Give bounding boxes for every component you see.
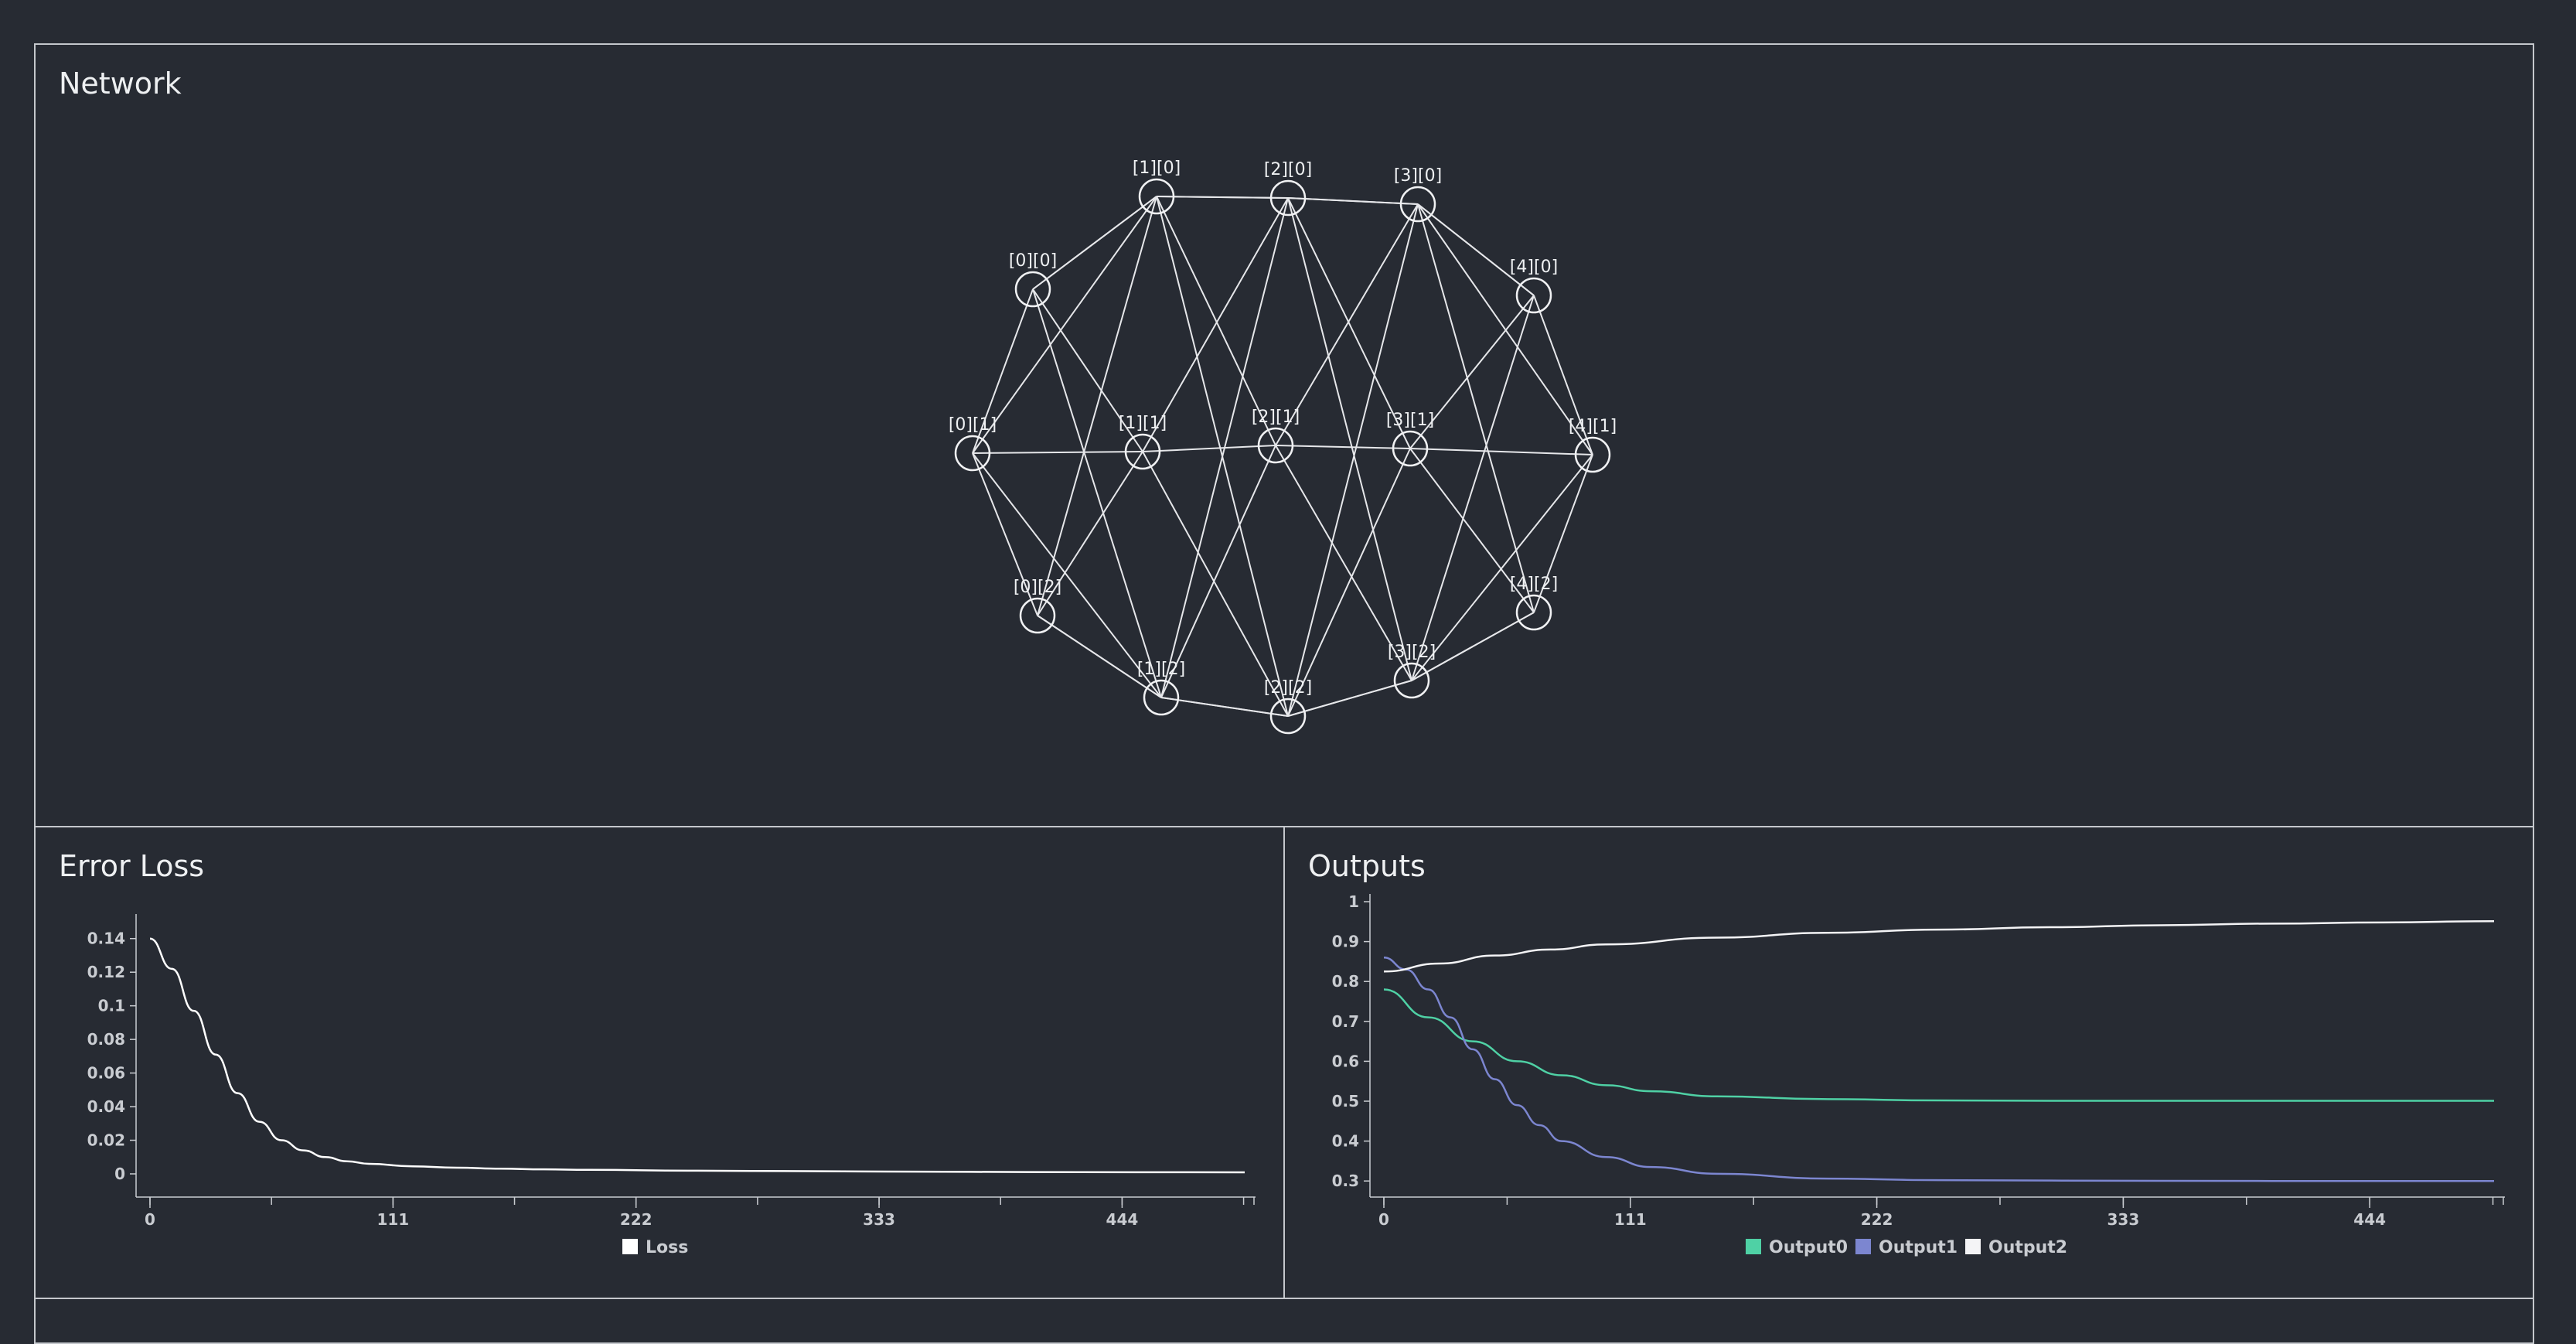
node-label: [0][0] [1009, 251, 1057, 271]
x-tick-label: 0 [1378, 1210, 1389, 1229]
legend-label: Loss [646, 1238, 688, 1257]
edge [973, 453, 1161, 698]
node-label: [4][1] [1569, 417, 1617, 436]
x-tick-label: 333 [2107, 1210, 2140, 1229]
y-tick-label: 0.6 [1332, 1052, 1359, 1070]
edge [1033, 289, 1161, 698]
edge [1157, 196, 1288, 198]
x-tick-label: 222 [620, 1210, 653, 1229]
y-tick-label: 1 [1348, 892, 1359, 911]
y-tick-label: 0.04 [87, 1097, 125, 1116]
network-edges [973, 196, 1593, 716]
series-line-output2 [1384, 921, 2494, 971]
edge [1033, 196, 1157, 289]
node-label: [1][0] [1133, 159, 1181, 178]
loss-panel: Error Loss 0 0.02 0.04 0.06 0.08 0.1 0.12 0.14 0… [34, 826, 1285, 1299]
y-tick-label: 0.14 [87, 930, 125, 948]
network-panel: Network [0][0] [0][1] [0][2] [1][0] [1][1] [1… [34, 43, 2534, 827]
edge [1410, 449, 1593, 455]
x-tick-label: 111 [377, 1210, 409, 1229]
edge [1161, 198, 1288, 698]
legend-label: Output1 [1879, 1238, 1958, 1257]
y-tick-label: 0.3 [1332, 1172, 1359, 1190]
node-label: [3][2] [1388, 643, 1436, 662]
node-label: [0][2] [1014, 578, 1061, 597]
node-label: [2][1] [1252, 408, 1300, 427]
x-tick-label: 0 [145, 1210, 155, 1229]
edge [1161, 698, 1288, 716]
edge [1038, 616, 1161, 698]
node-label: [3][0] [1394, 166, 1442, 186]
series-line-loss [150, 939, 1245, 1172]
node-label: [4][2] [1510, 575, 1558, 594]
edge [1412, 455, 1593, 681]
loss-chart: 0 0.02 0.04 0.06 0.08 0.1 0.12 0.14 0 111 222 333 44… [36, 827, 1283, 1298]
y-tick-label: 0.4 [1332, 1132, 1359, 1151]
y-tick-label: 0.8 [1332, 972, 1359, 991]
series-line-output1 [1384, 957, 2494, 1181]
edge [1143, 445, 1276, 452]
y-tick-label: 0.06 [87, 1064, 125, 1083]
edge [1418, 204, 1534, 295]
node-label: [2][2] [1264, 678, 1312, 698]
y-tick-label: 0 [114, 1165, 125, 1183]
legend-swatch [1965, 1239, 1981, 1254]
network-graph: [0][0] [0][1] [0][2] [1][0] [1][1] [1][2] [2][… [36, 45, 2533, 826]
edge [1288, 198, 1412, 681]
series-line-output0 [1384, 990, 2494, 1101]
node-label: [0][1] [949, 415, 997, 435]
x-tick-label: 444 [2353, 1210, 2386, 1229]
outputs-panel: Outputs 0.3 0.4 0.5 0.6 0.7 0.8 0.9 1 0 111 222 333… [1283, 826, 2534, 1299]
x-tick-label: 333 [863, 1210, 895, 1229]
legend-swatch [622, 1239, 638, 1254]
x-tick-label: 111 [1614, 1210, 1647, 1229]
node-label: [2][0] [1264, 160, 1312, 179]
x-tick-label: 444 [1106, 1210, 1139, 1229]
edge [1288, 449, 1410, 716]
y-tick-label: 0.7 [1332, 1012, 1359, 1031]
bottom-panel [34, 1298, 2534, 1344]
node-label: [1][2] [1137, 660, 1185, 679]
legend-swatch [1855, 1239, 1871, 1254]
x-tick-label: 222 [1861, 1210, 1893, 1229]
node-label: [4][0] [1510, 258, 1558, 277]
edge [973, 452, 1143, 453]
y-tick-label: 0.9 [1332, 933, 1359, 951]
edge [1418, 204, 1593, 455]
y-tick-label: 0.1 [98, 997, 125, 1015]
outputs-chart: 0.30.40.50.60.70.80.910 111 222 333 444Outpu… [1285, 827, 2533, 1298]
node-label: [3][1] [1386, 411, 1434, 430]
y-tick-label: 0.08 [87, 1030, 125, 1049]
legend-label: Output0 [1769, 1238, 1848, 1257]
y-tick-label: 0.12 [87, 963, 125, 981]
legend-swatch [1746, 1239, 1761, 1254]
edge [1276, 445, 1410, 449]
edge [1288, 198, 1418, 204]
node-label: [1][1] [1119, 414, 1167, 433]
legend-label: Output2 [1988, 1238, 2067, 1257]
y-tick-label: 0.02 [87, 1131, 125, 1150]
y-tick-label: 0.5 [1332, 1092, 1359, 1110]
